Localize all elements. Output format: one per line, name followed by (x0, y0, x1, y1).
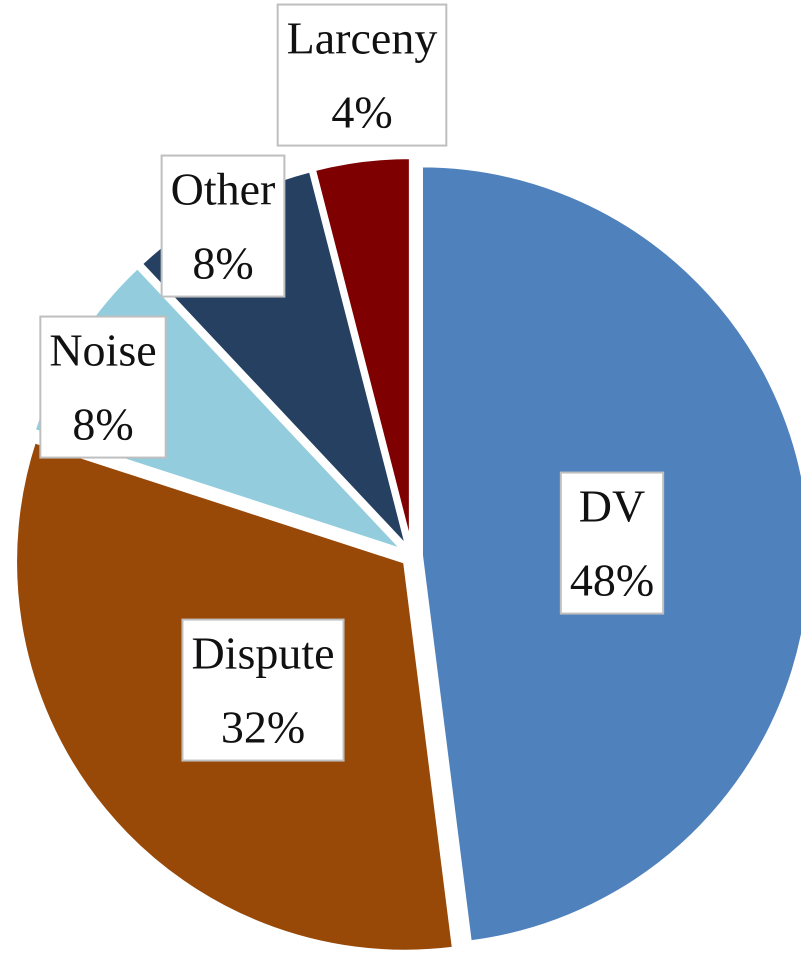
label-category: Dispute (191, 628, 334, 679)
label-category: Other (171, 164, 276, 215)
label-box (181, 618, 345, 762)
label-box (559, 471, 665, 615)
pie (13, 155, 801, 954)
label-box (276, 3, 448, 147)
data-label: Larceny 4% (276, 3, 448, 147)
data-label: Other 8% (160, 154, 286, 298)
label-value: 8% (72, 399, 133, 450)
label-value: 32% (221, 702, 305, 753)
label-box (39, 315, 167, 459)
label-category: Larceny (287, 13, 438, 64)
data-label: Dispute 32% (181, 618, 345, 762)
label-box (160, 154, 286, 298)
label-value: 8% (192, 238, 253, 289)
pie-slice (311, 155, 413, 548)
label-value: 48% (570, 555, 654, 606)
data-label: DV 48% (559, 471, 665, 615)
data-label: Noise 8% (39, 315, 167, 459)
label-value: 4% (331, 87, 392, 138)
data-labels: DV 48% Dispute 32% Noise 8% Other 8% Larceny 4% (39, 3, 665, 762)
label-category: DV (579, 481, 645, 532)
label-category: Noise (49, 325, 156, 376)
